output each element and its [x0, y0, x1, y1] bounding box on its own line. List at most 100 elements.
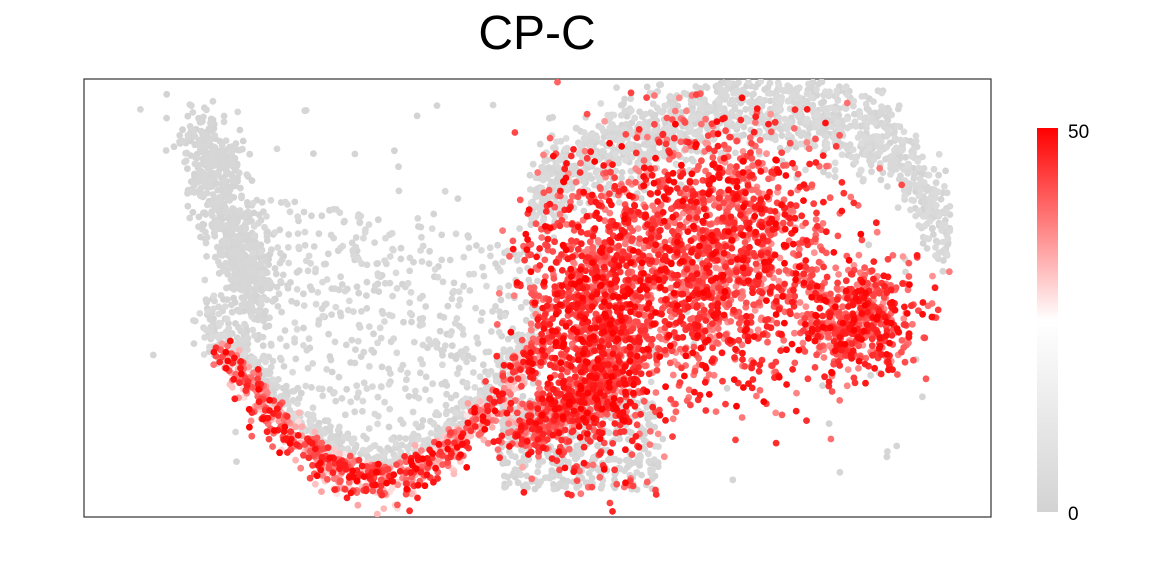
data-point — [250, 222, 258, 230]
data-point — [371, 410, 379, 418]
data-point — [381, 398, 388, 406]
data-point — [278, 308, 285, 316]
data-point — [186, 214, 194, 222]
data-point — [371, 239, 378, 247]
data-point — [195, 213, 203, 221]
data-point — [825, 171, 832, 179]
data-point — [419, 292, 426, 300]
data-point — [831, 159, 839, 167]
data-point — [233, 275, 241, 283]
data-point — [946, 227, 954, 235]
data-point — [196, 310, 204, 317]
data-point — [696, 113, 704, 120]
data-point — [325, 330, 332, 338]
data-point — [634, 454, 642, 462]
data-point — [300, 290, 307, 298]
data-point — [430, 210, 438, 218]
data-point — [247, 417, 255, 425]
data-point — [291, 335, 298, 342]
data-point — [266, 370, 273, 378]
data-point — [263, 233, 271, 241]
data-point — [389, 246, 397, 254]
data-point — [266, 314, 273, 322]
data-point — [321, 429, 329, 437]
data-point — [655, 443, 662, 450]
data-point — [899, 137, 907, 145]
data-point — [276, 335, 284, 342]
data-point — [517, 303, 525, 311]
data-point — [397, 366, 405, 373]
data-point — [352, 346, 359, 353]
data-point — [838, 151, 846, 159]
data-point — [202, 143, 210, 150]
data-point — [472, 304, 479, 312]
data-point — [540, 216, 547, 224]
data-point — [332, 397, 340, 405]
data-point — [310, 150, 317, 158]
data-point — [374, 393, 382, 401]
data-point — [236, 260, 244, 268]
data-point — [812, 216, 820, 223]
data-point — [827, 104, 834, 112]
data-point — [184, 112, 192, 120]
data-point — [388, 229, 396, 237]
data-point — [363, 447, 371, 455]
data-point — [465, 233, 472, 241]
data-point — [536, 140, 544, 148]
data-point — [459, 325, 466, 333]
data-point — [618, 169, 626, 176]
data-point — [269, 376, 277, 383]
data-point — [611, 455, 619, 463]
data-point — [943, 250, 950, 257]
data-point — [757, 97, 765, 104]
data-point — [381, 257, 388, 264]
data-point — [261, 223, 268, 231]
data-point — [691, 130, 698, 138]
data-point — [522, 299, 530, 306]
data-point — [844, 124, 851, 132]
data-point — [855, 251, 863, 259]
data-point — [616, 136, 624, 144]
data-point — [803, 115, 811, 123]
data-point — [690, 157, 697, 165]
data-point — [232, 140, 240, 147]
data-point — [540, 151, 547, 159]
data-point — [318, 488, 325, 495]
data-point — [766, 79, 774, 87]
data-point — [576, 199, 584, 207]
data-point — [393, 349, 401, 357]
data-point — [244, 208, 252, 216]
data-point — [415, 394, 423, 402]
data-point — [402, 385, 409, 392]
data-point — [220, 332, 228, 340]
data-points — [137, 79, 954, 517]
data-point — [209, 191, 217, 198]
data-point — [534, 277, 541, 285]
data-point — [894, 204, 902, 212]
data-point — [669, 371, 677, 379]
data-point — [692, 83, 700, 90]
data-point — [775, 81, 783, 89]
data-point — [799, 339, 807, 347]
data-point — [871, 119, 879, 127]
data-point — [580, 129, 588, 136]
data-point — [203, 106, 210, 114]
data-point — [363, 305, 371, 312]
data-point — [360, 348, 368, 356]
data-point — [355, 289, 363, 297]
data-point — [408, 434, 415, 441]
data-point — [378, 363, 386, 371]
data-point — [919, 240, 927, 247]
data-point — [553, 138, 560, 146]
data-point — [197, 192, 204, 200]
data-point — [645, 457, 653, 465]
data-point — [293, 286, 301, 293]
data-point — [361, 229, 369, 236]
data-point — [598, 124, 606, 132]
data-point — [354, 501, 362, 509]
data-point — [501, 312, 509, 319]
data-point — [865, 106, 872, 114]
data-point — [272, 270, 280, 278]
data-point — [478, 247, 485, 254]
data-point — [200, 209, 207, 217]
